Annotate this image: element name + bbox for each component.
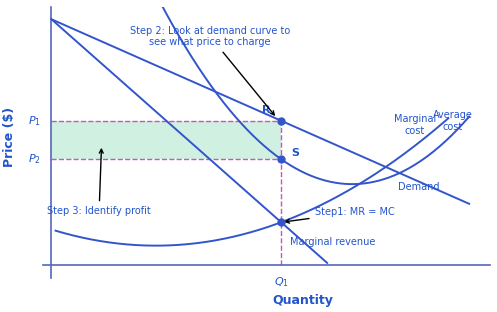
- Text: Demand: Demand: [398, 182, 440, 192]
- Text: Step 3: Identify profit: Step 3: Identify profit: [47, 149, 151, 216]
- Text: Marginal
cost: Marginal cost: [394, 114, 436, 136]
- Text: $Q_1$: $Q_1$: [274, 275, 289, 289]
- Text: $P_2$: $P_2$: [28, 152, 41, 166]
- Text: S: S: [292, 148, 300, 158]
- Text: Marginal revenue: Marginal revenue: [290, 237, 375, 247]
- Text: Average
cost: Average cost: [432, 110, 472, 132]
- Y-axis label: Price ($): Price ($): [3, 107, 16, 167]
- Bar: [51, 121, 281, 159]
- Text: Step1: MR = MC: Step1: MR = MC: [285, 207, 394, 223]
- X-axis label: Quantity: Quantity: [272, 294, 333, 307]
- Text: R: R: [262, 105, 271, 115]
- Text: Step 2: Look at demand curve to
see what price to charge: Step 2: Look at demand curve to see what…: [130, 26, 290, 115]
- Text: $P_1$: $P_1$: [28, 114, 41, 128]
